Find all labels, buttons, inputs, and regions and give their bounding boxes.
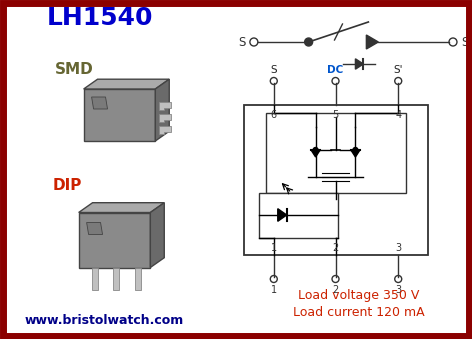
Polygon shape xyxy=(356,59,364,69)
Text: LH1540: LH1540 xyxy=(46,6,153,30)
Text: DIP: DIP xyxy=(53,178,82,193)
Polygon shape xyxy=(351,150,360,157)
Text: Load voltage 350 V: Load voltage 350 V xyxy=(298,288,419,301)
Text: www.bristolwatch.com: www.bristolwatch.com xyxy=(25,314,184,326)
Text: 1: 1 xyxy=(271,285,277,295)
Text: S: S xyxy=(238,36,246,48)
Polygon shape xyxy=(311,150,320,157)
Text: S: S xyxy=(271,65,277,75)
Polygon shape xyxy=(87,222,102,235)
Polygon shape xyxy=(136,267,141,290)
Polygon shape xyxy=(155,79,169,141)
Circle shape xyxy=(313,147,318,153)
Text: Load current 120 mA: Load current 120 mA xyxy=(292,306,424,319)
Text: 3: 3 xyxy=(395,285,401,295)
Polygon shape xyxy=(91,97,108,109)
Circle shape xyxy=(305,38,313,46)
Text: 2: 2 xyxy=(332,285,338,295)
Polygon shape xyxy=(83,79,169,89)
Text: 6: 6 xyxy=(271,110,277,120)
Text: S': S' xyxy=(393,65,403,75)
Text: 5: 5 xyxy=(332,110,338,120)
Polygon shape xyxy=(159,126,171,134)
Polygon shape xyxy=(113,267,119,290)
Polygon shape xyxy=(150,203,164,267)
Text: 4: 4 xyxy=(395,110,401,120)
Polygon shape xyxy=(278,209,287,221)
Text: 2: 2 xyxy=(332,243,338,253)
Text: DC: DC xyxy=(328,65,344,75)
Bar xyxy=(244,105,428,255)
Bar xyxy=(259,193,338,238)
Bar xyxy=(266,113,406,193)
Polygon shape xyxy=(83,89,155,141)
Polygon shape xyxy=(159,102,171,110)
Polygon shape xyxy=(79,213,150,267)
Circle shape xyxy=(353,147,358,153)
Polygon shape xyxy=(366,35,378,49)
Polygon shape xyxy=(91,267,98,290)
Text: S': S' xyxy=(461,36,472,48)
Polygon shape xyxy=(159,114,171,122)
Text: SMD: SMD xyxy=(55,62,94,78)
Text: 1: 1 xyxy=(271,243,277,253)
Polygon shape xyxy=(79,203,164,213)
Text: 3: 3 xyxy=(395,243,401,253)
